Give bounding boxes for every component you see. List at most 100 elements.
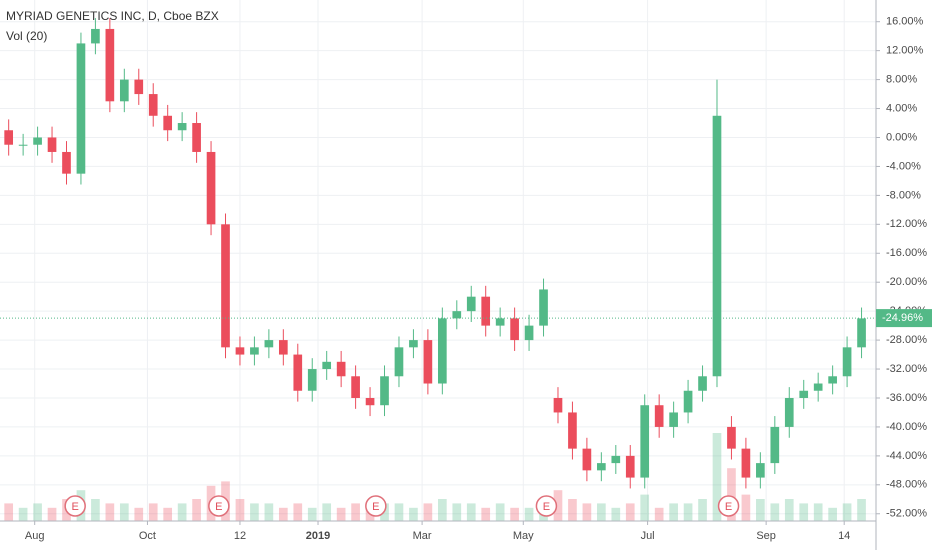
earnings-label: E [543,501,550,513]
volume-bar [18,507,28,521]
earnings-marker [717,495,740,517]
volume-bar [235,499,245,521]
candle-body [351,376,360,398]
candle-body [813,383,823,391]
x-tick-label: Aug [25,530,45,542]
x-tick-label: Mar [413,530,432,542]
candle-body [119,79,129,102]
volume-bar [192,499,201,521]
x-tick-label: 2019 [306,530,330,542]
volume-bar [597,503,606,521]
candle-body [423,340,433,384]
y-tick-label: -48.00% [886,479,927,491]
candle-body [799,390,809,398]
volume-bar [582,503,592,521]
volume-bar [394,503,404,521]
candle-body [293,354,303,391]
earnings-label: E [215,501,222,513]
volume-bar [105,503,115,521]
earnings-label: E [71,501,78,513]
y-tick-label: -12.00% [886,218,927,230]
y-tick-label: -52.00% [886,508,927,520]
volume-bar [278,507,288,521]
volume-bar [47,507,57,521]
x-tick-label: Jul [641,530,655,542]
volume-bar [336,507,346,521]
candle-body [553,397,563,413]
y-tick-label: -8.00% [886,189,921,201]
candle-body [770,426,780,464]
candle-body [466,296,476,312]
candle-body [597,463,606,471]
candle-body [857,318,866,348]
candle-body [582,448,592,471]
y-tick-label: -28.00% [886,334,927,346]
volume-bar [4,503,14,521]
candle-body [712,115,722,377]
candle-body [206,151,216,225]
last-price-box [876,309,932,328]
candle-body [394,347,404,377]
candle-body [654,405,664,427]
candle-body [235,347,245,355]
volume-bar [828,507,837,521]
candle-body [842,347,852,377]
candle-body [568,412,577,449]
volume-bar [177,503,187,521]
volume-bar [683,503,693,521]
volume-bar [611,507,621,521]
volume-bar [91,499,100,521]
candle-body [481,296,491,326]
candle-body [18,144,28,146]
volume-bar [119,503,129,521]
candle-body [524,325,534,341]
volume-bar [756,499,765,521]
candle-body [4,130,14,145]
volume-bar [799,503,809,521]
volume-bar [322,503,332,521]
candle-body [62,151,71,174]
candle-body [221,224,230,348]
volume-bar [654,507,664,521]
volume-bar [770,503,780,521]
y-tick-label: 8.00% [886,74,917,86]
candle-body [611,455,621,464]
y-tick-label: -36.00% [886,392,927,404]
x-tick-label: Oct [139,530,156,542]
y-tick-label: -40.00% [886,421,927,433]
candle-body [177,123,187,131]
candle-body [669,412,678,427]
candle-body [683,390,693,413]
y-tick-label: -4.00% [886,160,921,172]
volume-bar [264,503,274,521]
candle-body [76,43,86,174]
y-tick-label: -16.00% [886,247,927,259]
earnings-marker [64,495,86,517]
candle-body [727,426,736,449]
candle-body [495,318,505,326]
candle-body [409,340,418,348]
x-tick-label: 12 [234,530,246,542]
volume-bar [163,507,173,521]
candle-body [163,115,173,131]
last-price-label: -24.96% [882,312,923,324]
candle-body [192,123,201,152]
candle-body [698,376,707,391]
candle-body [322,361,332,370]
volume-bar [727,468,736,521]
earnings-marker [208,495,230,517]
candle-body [365,397,375,406]
y-tick-label: -20.00% [886,276,927,288]
candle-body [438,318,447,384]
x-tick-label: May [513,530,534,542]
x-tick-label: 14 [838,530,850,542]
grid [0,0,876,521]
volume-bar [351,503,360,521]
candle-body [452,311,462,319]
y-tick-label: 0.00% [886,131,917,143]
candle-body [250,347,259,355]
volume-bar [640,494,650,521]
volume-bar [669,503,678,521]
volume-bar [495,503,505,521]
